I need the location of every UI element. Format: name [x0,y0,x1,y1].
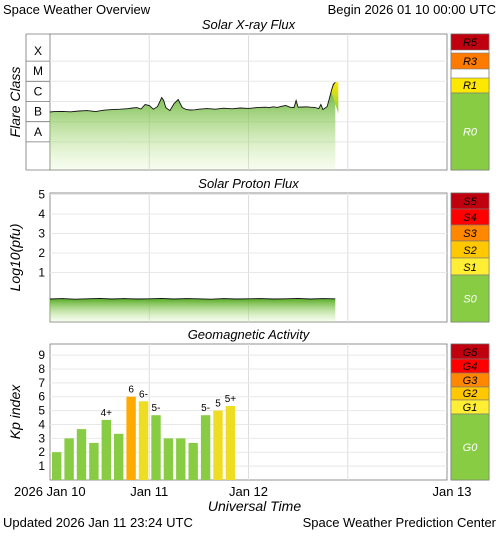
kp-y-tick-label: 4 [38,417,45,431]
kp-bar-label: 6 [128,385,134,396]
proton-flux-line [49,297,336,300]
kp-scale-label: G0 [463,442,479,454]
footer-source: Space Weather Prediction Center [303,515,497,530]
proton-y-tick-label: 3 [38,227,45,241]
kp-bar-label: 5- [201,403,210,414]
kp-bar [200,415,211,480]
x-tick-label: Jan 13 [432,484,471,499]
kp-bar [163,438,174,480]
proton-y-tick-label: 4 [38,207,45,221]
kp-scale-label: G3 [463,375,479,387]
kp-bar [213,410,223,480]
x-tick-label: 2026 Jan 10 [14,484,86,499]
xray-y-tick-label: M [33,64,43,78]
xray-scale-r3 [450,52,490,70]
kp-bar [64,438,74,480]
x-axis-label: Universal Time [208,498,301,514]
xray-y-tick-label: A [34,125,42,139]
kp-scale-g0 [450,413,490,481]
kp-bar [114,433,124,480]
xray-scale-label: R3 [463,56,478,68]
proton-flux-area [50,298,336,322]
header-begin: Begin 2026 01 10 00:00 UTC [328,2,496,17]
kp-scale-label: G4 [463,361,478,373]
proton-scale-label: S5 [463,196,477,208]
xray-y-tick-label: C [34,84,43,98]
kp-title: Geomagnetic Activity [188,327,311,342]
kp-y-tick-label: 6 [38,390,45,404]
kp-bar [52,452,62,480]
xray-scale-label: R5 [463,37,478,49]
kp-y-tick-label: 3 [38,431,45,445]
kp-scale-label: G1 [463,402,478,414]
kp-bar [101,419,111,480]
xray-flare-highlight [331,82,339,114]
kp-bar-label: 5 [215,399,221,410]
kp-bar [151,415,161,480]
proton-scale-label: S3 [463,228,477,240]
footer-updated: Updated 2026 Jan 11 23:24 UTC [3,515,193,530]
xray-y-tick-label: B [34,105,42,119]
kp-bar-label: 5+ [225,394,237,405]
x-tick-label: Jan 11 [130,484,168,499]
kp-y-tick-label: 8 [38,362,45,376]
kp-bar-label: 4+ [101,408,113,419]
kp-bar-label: 6- [139,389,148,400]
proton-title: Solar Proton Flux [198,176,299,191]
x-tick-label: Jan 12 [229,484,268,499]
kp-scale-label: G2 [463,388,478,400]
kp-scale-label: G5 [463,347,479,359]
proton-y-tick-label: 2 [38,246,45,260]
kp-bar [138,401,149,480]
proton-scale-label: S1 [463,262,476,274]
kp-y-tick-label: 5 [38,404,45,418]
xray-scale-label: R1 [463,80,477,92]
proton-scale-s0 [450,274,490,323]
kp-y-axis-label: Kp index [7,384,23,439]
kp-y-tick-label: 9 [38,348,45,362]
proton-y-tick-label: 5 [38,188,45,202]
xray-flux-line [49,81,336,113]
xray-y-tick-label: X [34,44,42,58]
kp-y-tick-label: 2 [38,445,45,459]
proton-scale-label: S0 [463,294,477,306]
xray-title: Solar X-ray Flux [202,17,296,32]
kp-y-tick-label: 1 [38,459,45,473]
kp-bar-label: 5- [152,403,161,414]
header-title: Space Weather Overview [3,2,151,17]
xray-scale-r0 [450,92,490,171]
xray-flux-area [50,82,336,170]
xray-scale-label: R0 [463,127,478,139]
proton-y-tick-label: 1 [38,266,45,280]
kp-bar [225,406,236,480]
kp-bar [89,442,99,480]
kp-bar [188,442,198,480]
xray-y-axis-label: Flare Class [7,67,23,138]
proton-scale-label: S2 [463,245,476,257]
kp-bar [76,429,87,480]
xray-scale-r5 [450,33,490,51]
kp-bar [126,396,136,480]
proton-scale-label: S4 [463,212,476,224]
kp-y-tick-label: 7 [38,376,45,390]
kp-bar [176,438,186,480]
proton-y-axis-label: Log10(pfu) [7,224,23,292]
